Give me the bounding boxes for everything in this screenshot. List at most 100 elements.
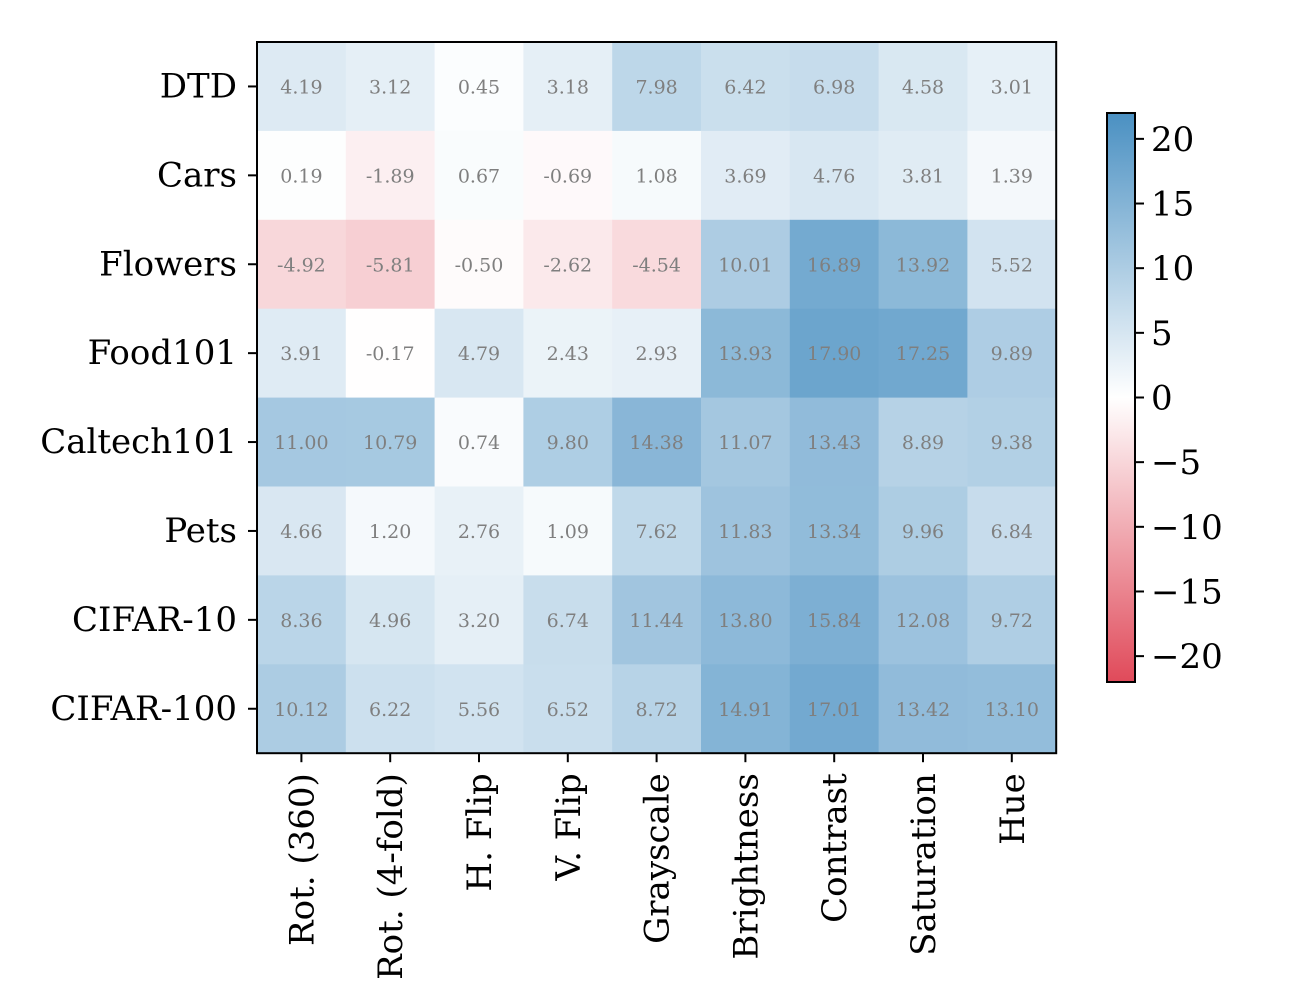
x-tick-label: Contrast [815,773,855,923]
y-axis: DTD Cars Flowers Food101 Caltech101 Pets CIFAR… [40,66,257,729]
heatmap-cell [967,397,1057,488]
cell-value-label: 9.72 [991,610,1033,632]
heatmap-cell [701,130,791,221]
cell-value-label: 0.45 [458,76,500,98]
heatmap-cell [434,130,524,221]
heatmap-cell [434,486,524,576]
cell-value-label: 13.34 [807,521,861,543]
heatmap-cell [257,664,347,754]
colorbar: 20 15 10 5 0 −5 −10 −15 −20 [1106,112,1223,683]
heatmap-cell [434,219,524,310]
cell-value-label: 9.38 [991,432,1033,454]
cell-value-label: 6.52 [547,699,589,721]
heatmap-cell [701,486,791,576]
cell-value-label: 11.44 [629,610,683,632]
cell-value-label: -0.17 [366,343,415,365]
heatmap-cell [612,130,702,221]
heatmap-cell [878,42,968,132]
cell-value-label: 13.10 [985,699,1039,721]
heatmap-cell [967,486,1057,576]
heatmap-cell [345,397,436,488]
y-tick-label: CIFAR-10 [72,600,237,640]
heatmap-cell [789,486,880,576]
cell-value-label: 6.22 [369,699,411,721]
heatmap-cell [434,575,524,665]
cell-value-label: 2.76 [458,521,500,543]
cell-value-label: 14.91 [718,699,772,721]
heatmap-cell [345,130,436,221]
heatmap-cell [612,486,702,576]
cell-value-label: 0.67 [458,165,500,187]
heatmap-cell [789,308,880,399]
x-tick-label: Rot. (4-fold) [371,773,411,980]
heatmap-cell [523,42,613,132]
heatmap-cell-values: 4.19 3.12 0.45 3.18 7.98 6.42 6.98 4.58 3.01 0.19… [274,76,1039,720]
colorbar-tick-label: −15 [1151,572,1223,612]
cell-value-label: 3.01 [991,76,1033,98]
x-axis: Rot. (360) Rot. (4-fold) H. Flip V. Flip Gra… [282,753,1033,980]
heatmap-cell [789,130,880,221]
cell-value-label: 1.09 [547,521,589,543]
cell-value-label: 7.98 [635,76,677,98]
cell-value-label: 0.74 [458,432,500,454]
cell-value-label: 8.72 [635,699,677,721]
cell-value-label: 11.07 [718,432,772,454]
cell-value-label: 9.96 [902,521,944,543]
heatmap-cell [612,308,702,399]
heatmap-cell [789,397,880,488]
heatmap-cell [434,664,524,754]
heatmap-cell [612,664,702,754]
heatmap-cell [701,575,791,665]
cell-value-label: 6.74 [547,610,589,632]
cell-value-label: -4.92 [277,254,326,276]
cell-value-label: 0.19 [280,165,322,187]
colorbar-tick-label: −20 [1151,637,1223,677]
cell-value-label: 5.56 [458,699,500,721]
heatmap-cell [345,575,436,665]
x-tick-label: Hue [993,773,1033,845]
cell-value-label: 4.76 [813,165,855,187]
x-tick-label: V. Flip [549,773,589,881]
heatmap-cell [434,42,524,132]
heatmap-cell [257,486,347,576]
cell-value-label: -0.50 [455,254,504,276]
heatmap-cell [434,308,524,399]
heatmap-cell [967,664,1057,754]
cell-value-label: 1.08 [635,165,677,187]
cell-value-label: 4.19 [280,76,322,98]
cell-value-label: 2.93 [635,343,677,365]
colorbar-tick-label: 20 [1151,120,1194,160]
heatmap-cell [789,219,880,310]
heatmap-cell [345,664,436,754]
heatmap-cell [523,486,613,576]
heatmap-cell [612,575,702,665]
cell-value-label: 15.84 [807,610,861,632]
cell-value-label: 13.80 [718,610,772,632]
heatmap-cell [523,664,613,754]
x-tick-label: Grayscale [638,773,678,944]
cell-value-label: 8.89 [902,432,944,454]
heatmap-cell [967,219,1057,310]
colorbar-tick-label: 15 [1151,185,1194,225]
cell-value-label: -0.69 [543,165,592,187]
cell-value-label: 17.01 [807,699,861,721]
cell-value-label: 13.42 [896,699,950,721]
heatmap-cell [878,308,968,399]
heatmap-cell [523,219,613,310]
heatmap-cell [878,397,968,488]
heatmap-cell [967,575,1057,665]
y-tick-label: Cars [157,155,237,195]
colorbar-tick-label: 5 [1151,314,1173,354]
heatmap-cell [967,308,1057,399]
cell-value-label: 9.80 [547,432,589,454]
cell-value-label: 3.69 [724,165,766,187]
cell-value-label: 7.62 [635,521,677,543]
cell-value-label: 11.00 [274,432,328,454]
heatmap-cells [257,42,1057,754]
heatmap-cell [701,219,791,310]
heatmap-cell [257,130,347,221]
heatmap-cell [257,575,347,665]
y-tick-label: Caltech101 [40,422,237,462]
y-tick-label: DTD [160,66,237,106]
